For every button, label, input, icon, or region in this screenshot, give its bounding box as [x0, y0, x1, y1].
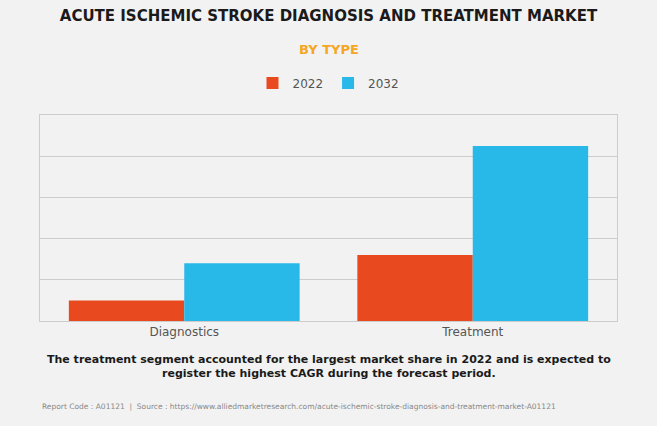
svg-text:Diagnostics: Diagnostics [149, 325, 219, 339]
svg-text:2032: 2032 [368, 77, 399, 91]
svg-text:BY TYPE: BY TYPE [299, 42, 359, 57]
svg-text:The treatment segment accounte: The treatment segment accounted for the … [47, 353, 611, 380]
svg-text:2022: 2022 [293, 77, 324, 91]
svg-text:ACUTE ISCHEMIC STROKE DIAGNOSI: ACUTE ISCHEMIC STROKE DIAGNOSIS AND TREA… [60, 7, 598, 25]
svg-text:Report Code : A01121 | Sourc: Report Code : A01121 | Source : https://… [42, 402, 556, 411]
svg-text:Treatment: Treatment [441, 325, 503, 339]
